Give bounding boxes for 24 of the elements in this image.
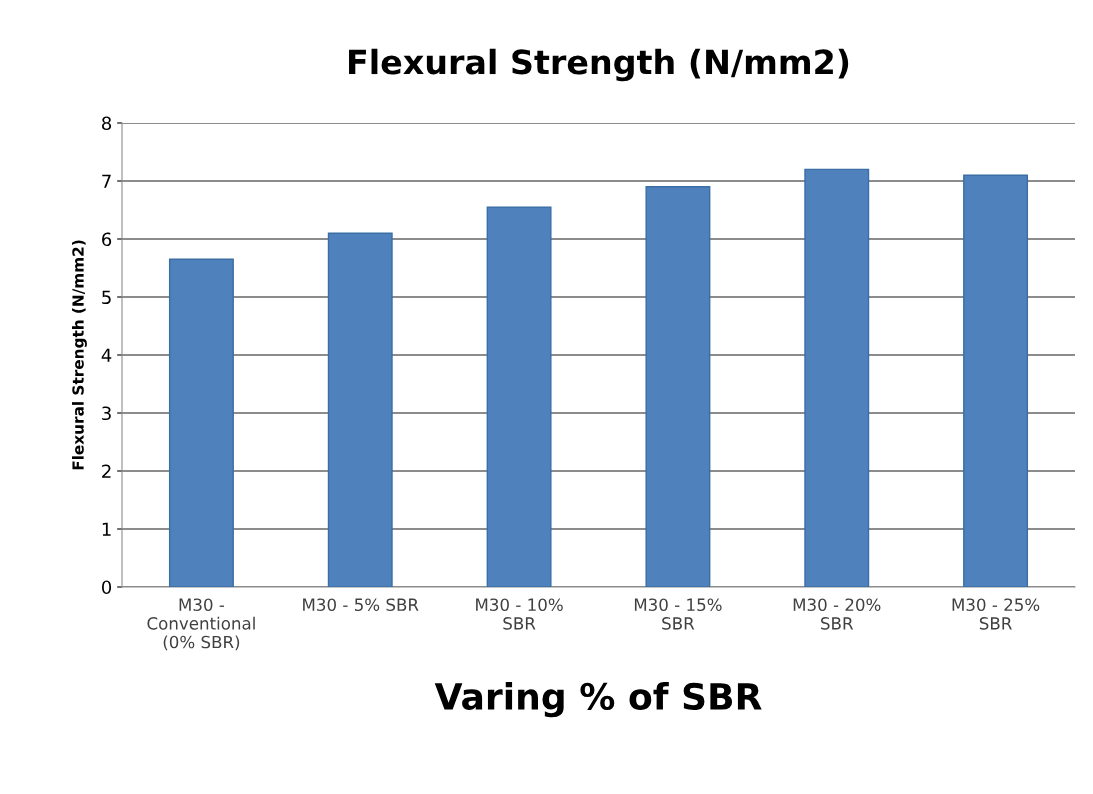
bar [168,258,234,587]
y-tick-label: 5 [102,290,111,305]
x-tick-label: M30 - 10% SBR [476,598,563,630]
y-tick-label: 2 [102,464,111,478]
x-tick-label: M30 - 25% SBR [952,598,1040,630]
x-axis-title: Varing % of SBR [434,682,762,718]
y-tick-label: 7 [102,174,111,188]
y-tick-label: 4 [101,348,112,362]
bar [486,206,552,587]
x-tick-label: M30 - Conventional (0% SBR) [147,598,255,651]
bar [804,168,870,587]
y-tick-label: 0 [101,580,112,595]
bar [963,174,1029,587]
y-tick-label: 6 [102,232,112,247]
y-tick-label: 1 [102,522,111,536]
bar [327,232,393,587]
x-tick-label: M30 - 15% SBR [634,598,722,630]
y-axis-title: Flexural Strength (N/mm2) [72,240,87,470]
y-tick-label: 8 [102,116,112,131]
x-tick-label: M30 - 5% SBR [303,598,419,612]
bar [645,186,711,587]
chart-title: Flexural Strength (N/mm2) [349,48,849,82]
x-tick-label: M30 - 20% SBR [793,598,881,630]
y-tick-label: 3 [102,406,111,421]
